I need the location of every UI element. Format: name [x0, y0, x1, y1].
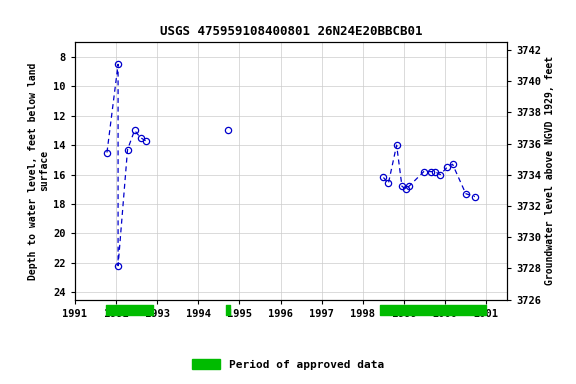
- Y-axis label: Depth to water level, feet below land
surface: Depth to water level, feet below land su…: [28, 62, 49, 280]
- Y-axis label: Groundwater level above NGVD 1929, feet: Groundwater level above NGVD 1929, feet: [545, 56, 555, 285]
- Legend: Period of approved data: Period of approved data: [188, 355, 388, 375]
- Title: USGS 475959108400801 26N24E20BBCB01: USGS 475959108400801 26N24E20BBCB01: [160, 25, 422, 38]
